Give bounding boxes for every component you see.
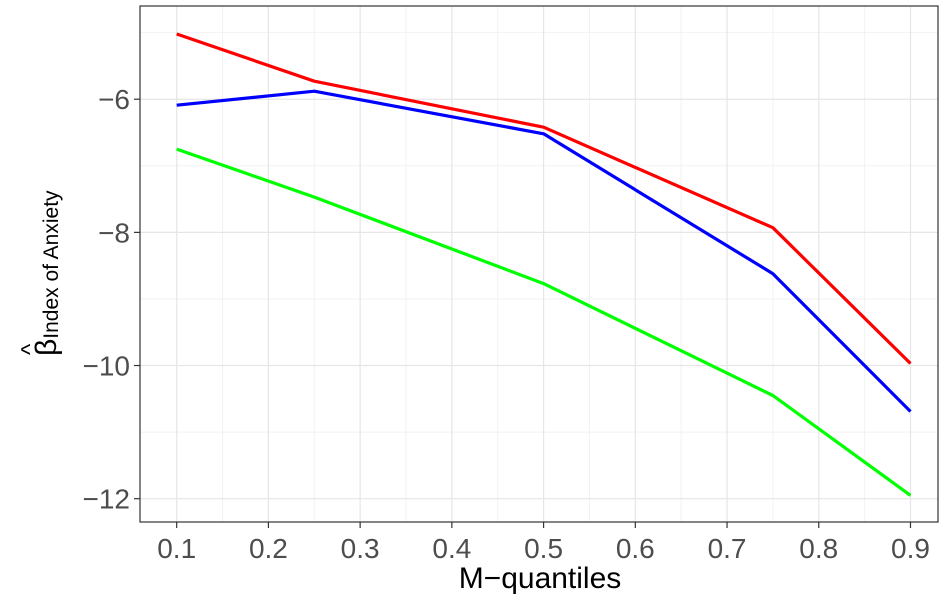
y-tick-label: −8 — [98, 217, 130, 248]
x-tick-label: 0.3 — [341, 533, 380, 564]
x-tick-label: 0.1 — [157, 533, 196, 564]
x-tick-label: 0.7 — [708, 533, 747, 564]
series-line-2 — [176, 89, 912, 413]
axis-ticks: 0.1 0.2 0.3 0.4 0.5 0.6 0.7 0.8 0.9 −12 −10 −8 −6 — [83, 84, 930, 564]
plot-border — [139, 5, 939, 523]
y-tick-label: −6 — [98, 84, 130, 115]
x-tick-label: 0.2 — [249, 533, 288, 564]
svg-text:βIndex of Anxiety: βIndex of Anxiety — [30, 190, 63, 356]
y-axis-title-symbol: β — [30, 339, 63, 356]
x-axis-title: M−quantiles — [459, 562, 622, 595]
series-lines — [176, 32, 912, 497]
x-tick-label: 0.4 — [432, 533, 471, 564]
x-tick-label: 0.5 — [524, 533, 563, 564]
y-axis-title: βIndex of Anxiety ^ — [17, 190, 63, 356]
x-tick-label: 0.8 — [799, 533, 838, 564]
grid — [140, 6, 938, 522]
x-tick-label: 0.9 — [891, 533, 930, 564]
x-tick-label: 0.6 — [616, 533, 655, 564]
series-line-3 — [176, 147, 912, 497]
y-tick-label: −12 — [83, 484, 131, 515]
y-axis-title-hat: ^ — [17, 343, 44, 355]
y-axis-title-subscript: Index of Anxiety — [40, 190, 63, 339]
series-line-1 — [176, 32, 912, 365]
y-tick-label: −10 — [83, 351, 131, 382]
